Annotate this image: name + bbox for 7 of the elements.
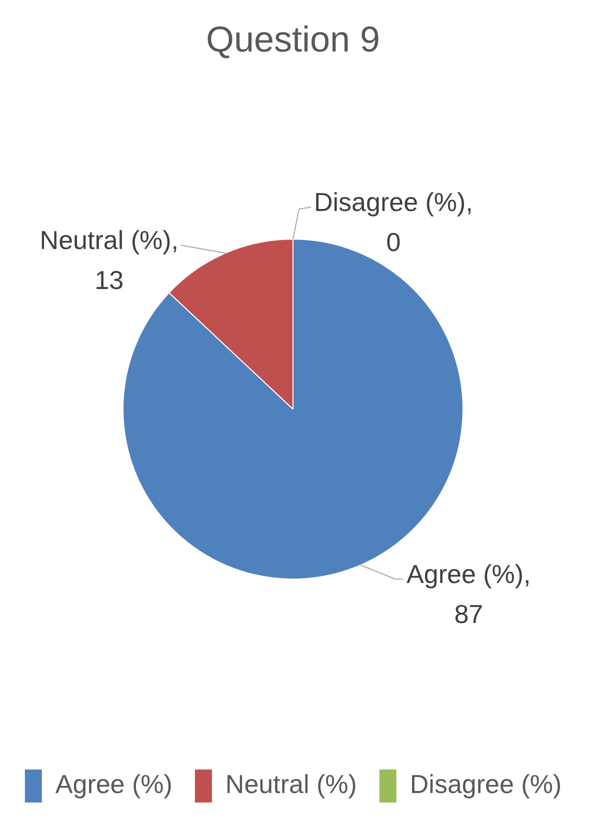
data-label: Agree (%), 87 [406, 559, 531, 630]
chart-title: Question 9 [206, 18, 380, 60]
legend-label: Neutral (%) [225, 769, 357, 800]
legend-label: Agree (%) [55, 769, 172, 800]
text: Disagree (%), 0 [314, 187, 473, 258]
legend-label: Disagree (%) [410, 769, 562, 800]
data-label: Neutral (%), 13 [40, 225, 178, 296]
